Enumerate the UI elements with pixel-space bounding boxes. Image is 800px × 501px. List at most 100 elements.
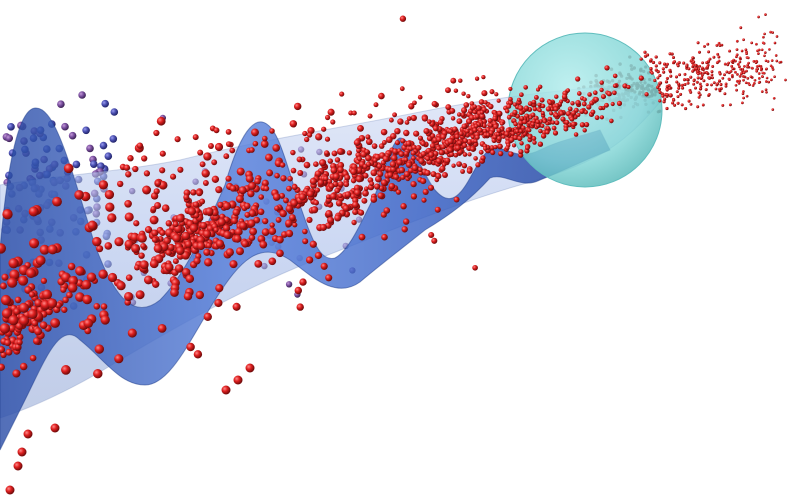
particle	[662, 70, 666, 74]
particle	[757, 15, 760, 19]
particle	[710, 73, 714, 77]
particle	[344, 174, 351, 181]
particle	[665, 93, 669, 97]
particle	[658, 74, 662, 78]
particle	[456, 112, 462, 117]
particle	[422, 188, 429, 195]
particle	[211, 175, 220, 183]
particle	[689, 75, 693, 79]
particle	[718, 72, 722, 76]
particle	[394, 140, 401, 146]
particle	[600, 94, 607, 100]
particle	[117, 180, 124, 188]
particle	[369, 181, 375, 187]
particle	[107, 272, 118, 283]
particle	[735, 79, 739, 83]
particle	[537, 108, 542, 113]
particle	[34, 299, 43, 308]
particle	[723, 92, 727, 96]
particle	[436, 145, 441, 151]
particle	[687, 99, 691, 103]
particle	[711, 76, 714, 80]
particle	[67, 262, 76, 271]
particle	[2, 209, 13, 220]
particle	[193, 350, 203, 359]
particle	[493, 123, 499, 130]
particle	[579, 122, 586, 128]
particle	[489, 89, 495, 95]
particle	[455, 144, 461, 151]
particle	[451, 163, 456, 168]
particle	[682, 78, 687, 82]
particle	[741, 75, 745, 78]
particle	[721, 76, 725, 80]
particle	[576, 91, 582, 96]
particle	[337, 148, 344, 155]
particle	[532, 140, 537, 145]
particle	[748, 83, 751, 87]
particle	[610, 101, 615, 107]
particle	[137, 233, 147, 243]
particle	[159, 150, 166, 157]
particle	[504, 108, 510, 114]
particle	[268, 227, 277, 235]
particle	[604, 102, 609, 108]
particle	[519, 115, 525, 121]
particle	[729, 70, 733, 73]
particle	[184, 240, 193, 248]
particle	[757, 52, 760, 55]
particle	[449, 107, 456, 114]
particle	[204, 258, 213, 267]
particle	[524, 145, 530, 151]
particle	[225, 141, 232, 147]
particle	[752, 82, 756, 85]
particle	[39, 244, 50, 255]
particle	[279, 209, 287, 218]
particle	[676, 64, 680, 68]
particle	[395, 189, 402, 195]
particle	[479, 113, 486, 120]
particle	[480, 155, 486, 161]
particle	[519, 141, 524, 146]
particle	[723, 62, 727, 66]
particle	[124, 212, 134, 222]
particle	[310, 206, 319, 214]
particle	[535, 119, 540, 124]
particle	[5, 134, 13, 143]
particle	[211, 159, 218, 166]
particle	[741, 101, 744, 105]
particle	[771, 108, 775, 111]
particle	[109, 135, 118, 143]
particle	[676, 95, 680, 99]
particle	[14, 296, 22, 304]
particle	[544, 129, 550, 135]
particle	[400, 174, 406, 180]
particle	[420, 140, 426, 147]
particle	[730, 64, 734, 68]
particle	[658, 61, 662, 65]
particle	[424, 169, 431, 176]
particle	[719, 83, 723, 87]
particle	[365, 154, 372, 162]
particle	[504, 145, 510, 151]
particle	[542, 119, 547, 124]
particle	[351, 201, 359, 209]
particle	[696, 105, 700, 109]
particle	[675, 80, 679, 84]
particle	[715, 43, 719, 47]
particle	[516, 97, 522, 102]
particle	[306, 132, 313, 138]
particle	[575, 99, 581, 106]
particle	[298, 193, 307, 201]
particle	[744, 48, 748, 52]
particle	[403, 129, 410, 137]
particle	[357, 124, 364, 132]
particle	[248, 209, 257, 217]
particle	[540, 133, 547, 139]
particle	[560, 116, 566, 122]
particle	[174, 264, 184, 273]
particle	[472, 127, 478, 133]
particle	[698, 93, 702, 97]
particle	[470, 134, 475, 139]
particle	[195, 290, 204, 300]
